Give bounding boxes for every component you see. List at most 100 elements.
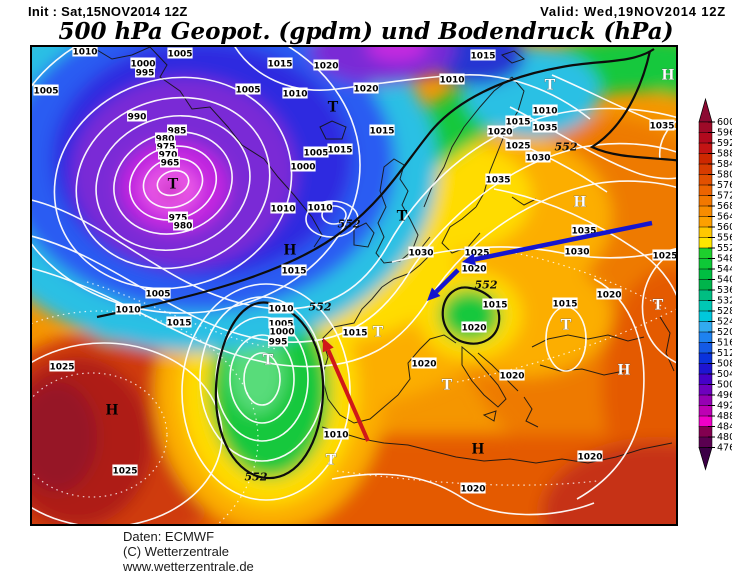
colorbar-cell [698, 121, 713, 134]
colorbar-value-label: 500 [717, 380, 732, 391]
colorbar-cell [698, 289, 713, 302]
isobar-label: 1025 [112, 466, 137, 476]
colorbar-cell [698, 405, 713, 417]
colorbar-cell [698, 310, 713, 323]
colorbar-value-label: 572 [717, 191, 732, 202]
isobar-label-box [156, 140, 176, 152]
colorbar-cell [698, 268, 713, 281]
isobar-label-box [327, 143, 353, 155]
isobar-label: 1005 [268, 319, 293, 329]
isobar-label: 1035 [532, 123, 557, 133]
isobar-label-box [487, 125, 513, 137]
isobar-label: 1030 [408, 248, 433, 258]
isobar-label-box [482, 298, 508, 310]
low-center-letter: T [653, 297, 664, 314]
isobar-label-box [408, 246, 434, 258]
isobar-label-box [281, 264, 307, 276]
footer-copyright: (C) Wetterzentrale [123, 544, 229, 559]
blue-flow-arrow [434, 268, 460, 294]
isobar-label-box [160, 156, 180, 168]
isobar-label-box [485, 173, 511, 185]
map-canvas: 1010 100510009951005100599098598097597096… [32, 47, 676, 524]
isobar-contours [32, 47, 676, 524]
isobar-label: 1000 [290, 162, 315, 172]
colorbar-cell [698, 363, 713, 375]
isobar-label: 1010 [115, 305, 140, 315]
low-center-letter: T [545, 77, 556, 94]
colorbar-value-label: 560 [717, 222, 732, 233]
isobar-label-box [166, 316, 192, 328]
isobar-label: 1015 [327, 145, 352, 155]
isobar-label-box [525, 151, 551, 163]
blue-flow-arrow-head [462, 253, 476, 266]
geopotential-552-label: 552 [245, 471, 268, 484]
isobar-label: 1025 [464, 248, 489, 258]
isobar-label: 1005 [33, 86, 58, 96]
isobar-label-box [282, 87, 308, 99]
isobar-label: 1005 [167, 49, 192, 59]
isobar-label: 1020 [353, 84, 378, 94]
isobar-label-box [532, 104, 558, 116]
isobar-label: 975 [157, 142, 176, 152]
isobar-label: 995 [136, 68, 155, 78]
isobar-label-box [505, 139, 531, 151]
valid-timestamp: Valid: Wed,19NOV2014 12Z [540, 4, 726, 19]
isobar-label: 1010 [532, 106, 557, 116]
isobar-label-box [173, 219, 193, 231]
isobar-label-box [369, 124, 395, 136]
isobar-label: 1020 [411, 359, 436, 369]
isobar-label-box [115, 303, 141, 315]
low-center-letter: T [442, 377, 453, 394]
isobar-label: 985 [168, 126, 187, 136]
colorbar-cell [698, 300, 713, 312]
isobar-label: 980 [156, 134, 175, 144]
colorbar-cell [698, 216, 713, 228]
blue-flow-arrow-head [427, 287, 441, 301]
high-center-letter: H [618, 362, 631, 379]
red-flow-arrow-head [322, 338, 334, 353]
isobar-label-box [596, 288, 622, 300]
colorbar-cell [698, 226, 713, 239]
isobar-label-box [290, 160, 316, 172]
low-center-letter: T [263, 352, 274, 369]
isobar-label-box [155, 132, 175, 144]
colorbar-bottom-arrow [698, 447, 713, 471]
colorbar-cell [698, 352, 713, 365]
isobar-label: 1000 [130, 59, 155, 69]
high-center-letter: H [574, 194, 587, 211]
isobar-label-box [145, 287, 171, 299]
isobar-label: 1005 [303, 148, 328, 158]
map-annotations: 1010 100510009951005100599098598097597096… [33, 47, 676, 494]
colorbar-cell [698, 394, 713, 407]
isobar-label: 1010 [72, 47, 97, 57]
isobar-label: 1015 [166, 318, 191, 328]
isobar-label: 1010 [282, 89, 307, 99]
colorbar-value-label: 488 [717, 411, 732, 422]
isobar-label-box [112, 464, 138, 476]
colorbar-cell [698, 436, 713, 449]
colorbar-cell [698, 247, 713, 260]
isobar-label: 1030 [525, 153, 550, 163]
isobar-label: 1015 [482, 300, 507, 310]
isobar-label: 1020 [460, 484, 485, 494]
colorbar-value-label: 476 [717, 443, 732, 454]
isobar-label: 1020 [461, 264, 486, 274]
isobar-label-box [552, 297, 578, 309]
isobar-label-box [158, 148, 178, 160]
isobar-label: 970 [159, 150, 178, 160]
isobar-label: 1020 [596, 290, 621, 300]
colorbar-value-label: 504 [717, 369, 732, 380]
colorbar-value-label: 520 [717, 327, 732, 338]
high-center-letter: H [472, 441, 485, 458]
weather-map: 1010 1005 1000 995 1005 1005 990 985 980 975 970 96… [30, 45, 678, 526]
colorbar-value-label: 508 [717, 359, 732, 370]
isobar-label: 1005 [235, 85, 260, 95]
colorbar-cell [698, 258, 713, 270]
isobar-label-box [571, 224, 597, 236]
colorbar-value-label: 532 [717, 296, 732, 307]
isobar-label: 1015 [552, 299, 577, 309]
colorbar-cell [698, 184, 713, 197]
isobar-label-box [167, 124, 187, 136]
isobar-label: 1005 [145, 289, 170, 299]
isobar-label: 1010 [439, 75, 464, 85]
